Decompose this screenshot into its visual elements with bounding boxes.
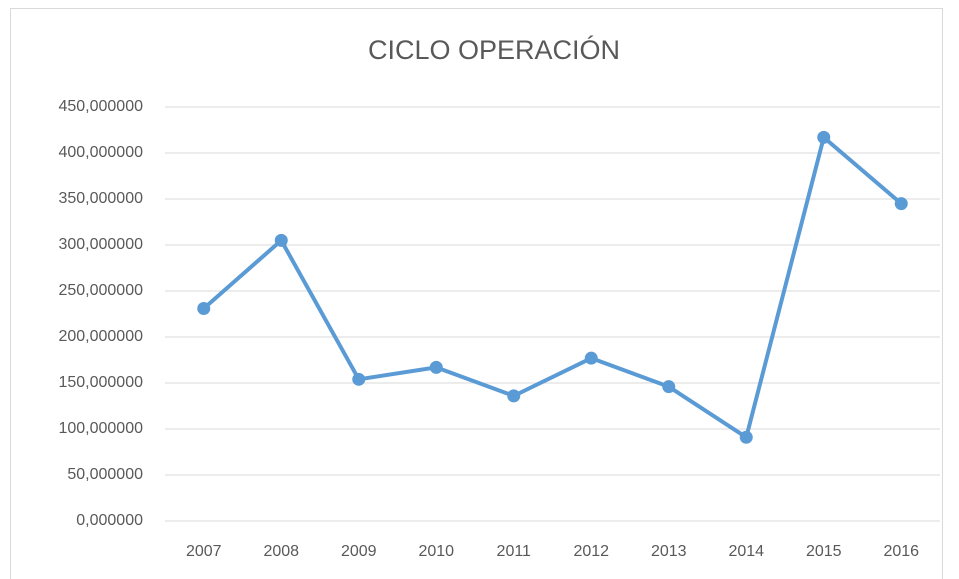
x-tick-label: 2007	[186, 543, 222, 560]
x-tick-label: 2012	[573, 543, 609, 560]
y-tick-label: 150,000000	[58, 374, 143, 391]
data-point	[429, 360, 443, 374]
data-point	[197, 301, 211, 315]
chart-title: CICLO OPERACIÓN	[368, 34, 620, 65]
data-point	[584, 351, 598, 365]
data-point	[507, 389, 521, 403]
x-tick-label: 2011	[497, 543, 532, 560]
x-tick-label: 2013	[651, 543, 687, 560]
x-tick-label: 2010	[418, 543, 454, 560]
y-tick-label: 100,000000	[58, 420, 143, 437]
x-tick-label: 2015	[806, 543, 842, 560]
x-tick-label: 2014	[728, 543, 764, 560]
x-tick-label: 2008	[263, 543, 299, 560]
y-tick-label: 50,000000	[67, 466, 143, 483]
data-point	[352, 372, 366, 386]
chart-border	[10, 8, 943, 579]
y-tick-label: 250,000000	[58, 282, 143, 299]
data-point	[894, 197, 908, 211]
y-tick-label: 350,000000	[58, 190, 143, 207]
data-point	[739, 430, 753, 444]
y-tick-label: 400,000000	[58, 144, 143, 161]
data-point	[817, 130, 831, 144]
y-tick-label: 450,000000	[58, 98, 143, 115]
data-point	[662, 380, 676, 394]
y-tick-label: 300,000000	[58, 236, 143, 253]
y-tick-label: 200,000000	[58, 328, 143, 345]
y-tick-label: 0,000000	[76, 512, 143, 529]
data-line	[201, 135, 904, 440]
x-tick-label: 2009	[341, 543, 377, 560]
x-tick-label: 2016	[883, 543, 919, 560]
data-point	[274, 233, 288, 247]
